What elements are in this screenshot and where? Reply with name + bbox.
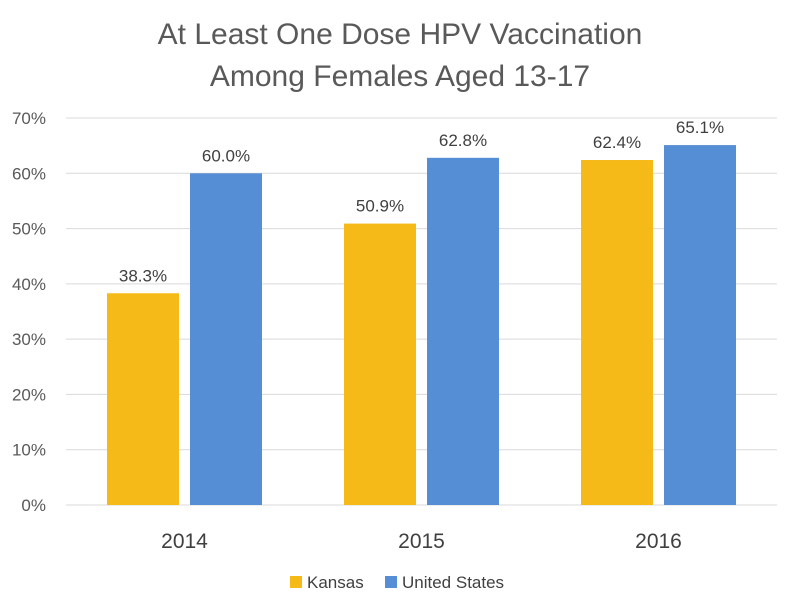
y-tick-label: 20% (12, 385, 46, 404)
y-tick-label: 0% (21, 496, 46, 515)
data-label: 50.9% (356, 197, 404, 216)
data-label: 65.1% (676, 118, 724, 137)
bar-united-states-2016 (664, 145, 736, 505)
y-tick-label: 50% (12, 220, 46, 239)
chart-title-line-1: At Least One Dose HPV Vaccination (158, 18, 643, 51)
data-label: 60.0% (202, 146, 250, 165)
data-label: 38.3% (119, 266, 167, 285)
legend-label: United States (402, 573, 504, 592)
y-axis-tick-labels: 0% 10% 20% 30% 40% 50% 60% 70% (12, 109, 46, 515)
y-tick-label: 40% (12, 275, 46, 294)
gridlines (66, 117, 777, 506)
y-tick-label: 10% (12, 441, 46, 460)
y-tick-label: 60% (12, 164, 46, 183)
bars (107, 145, 736, 506)
data-label: 62.8% (439, 131, 487, 150)
x-tick-label: 2015 (398, 530, 445, 553)
x-axis-tick-labels: 2014 2015 2016 (161, 530, 682, 553)
data-labels: 38.3% 60.0% 50.9% 62.8% 62.4% 65.1% (119, 118, 724, 285)
legend-label: Kansas (307, 573, 364, 592)
x-tick-label: 2014 (161, 530, 208, 553)
legend-swatch (290, 576, 302, 588)
x-tick-label: 2016 (635, 530, 682, 553)
bar-kansas-2015 (344, 223, 416, 506)
bar-united-states-2015 (427, 157, 499, 505)
chart-title-line-2: Among Females Aged 13-17 (210, 60, 590, 93)
data-label: 62.4% (593, 133, 641, 152)
bar-kansas-2016 (581, 160, 653, 505)
legend: Kansas United States (290, 573, 504, 592)
legend-swatch (385, 576, 397, 588)
bar-united-states-2014 (190, 173, 262, 506)
y-tick-label: 70% (12, 109, 46, 128)
bar-kansas-2014 (107, 293, 179, 505)
y-tick-label: 30% (12, 330, 46, 349)
